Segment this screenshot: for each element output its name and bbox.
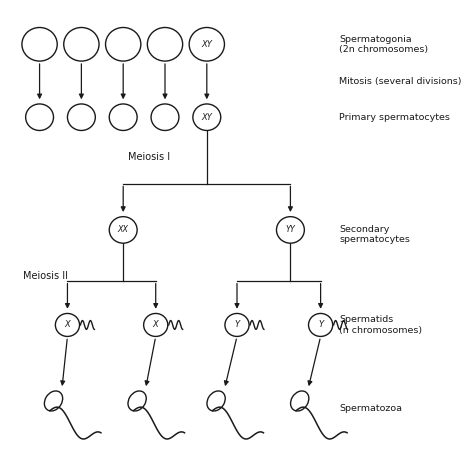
Text: Spermatogonia
(2n chromosomes): Spermatogonia (2n chromosomes) [339, 35, 428, 54]
Ellipse shape [45, 391, 63, 411]
Text: XY: XY [201, 113, 212, 122]
Circle shape [309, 313, 333, 336]
Circle shape [64, 28, 99, 61]
Text: Meiosis I: Meiosis I [128, 152, 170, 162]
Text: Spermatids
(n chromosomes): Spermatids (n chromosomes) [339, 315, 422, 335]
Text: Y: Y [235, 321, 239, 329]
Text: XY: XY [201, 40, 212, 49]
Circle shape [144, 313, 168, 336]
Text: X: X [64, 321, 70, 329]
Circle shape [55, 313, 80, 336]
Text: Secondary
spermatocytes: Secondary spermatocytes [339, 225, 410, 244]
Circle shape [193, 104, 221, 130]
Text: Y: Y [318, 321, 323, 329]
Circle shape [225, 313, 249, 336]
Text: Meiosis II: Meiosis II [23, 272, 68, 281]
Ellipse shape [128, 391, 146, 411]
Ellipse shape [207, 391, 225, 411]
Circle shape [26, 104, 54, 130]
Text: YY: YY [285, 226, 295, 235]
Circle shape [189, 28, 225, 61]
Circle shape [109, 216, 137, 243]
Circle shape [109, 104, 137, 130]
Circle shape [106, 28, 141, 61]
Text: Spermatozoa: Spermatozoa [339, 405, 402, 414]
Ellipse shape [291, 391, 309, 411]
Circle shape [276, 216, 304, 243]
Circle shape [147, 28, 182, 61]
Circle shape [22, 28, 57, 61]
Text: X: X [153, 321, 159, 329]
Text: Mitosis (several divisions): Mitosis (several divisions) [339, 78, 462, 86]
Text: Primary spermatocytes: Primary spermatocytes [339, 113, 450, 122]
Circle shape [67, 104, 95, 130]
Circle shape [151, 104, 179, 130]
Text: XX: XX [118, 226, 129, 235]
